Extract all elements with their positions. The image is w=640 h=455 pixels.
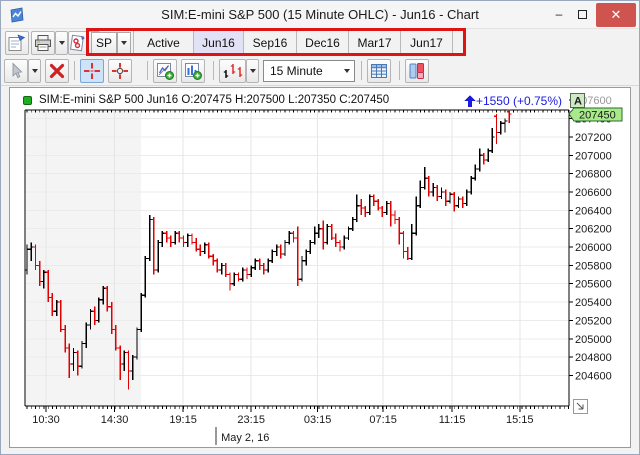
maximize-icon [577, 10, 587, 19]
print-button[interactable] [31, 31, 55, 55]
tab-active[interactable]: Active [133, 31, 194, 56]
add-bars-button[interactable] [181, 59, 205, 83]
price-plot[interactable]: 2076002074002072002070002068002066002064… [10, 88, 630, 447]
print-icon [35, 35, 51, 51]
y-axis-label: 205000 [575, 334, 612, 346]
bar-style-button[interactable] [219, 59, 246, 83]
pointer-tool-dropdown[interactable] [28, 59, 41, 83]
separator [399, 61, 400, 80]
chartbook-button[interactable] [68, 31, 88, 55]
chevron-down-icon [344, 69, 350, 73]
y-axis-label: 206000 [575, 242, 612, 254]
chevron-down-icon [121, 41, 127, 45]
print-options-dropdown[interactable] [55, 31, 68, 55]
symbol-dropdown[interactable] [117, 32, 131, 54]
pointer-tool-button[interactable] [4, 59, 28, 83]
main-toolbar: SP Active Jun16 Sep16 Dec16 Mar17 Jun17 [1, 28, 639, 57]
timeframe-combobox[interactable]: 15 Minute [263, 60, 355, 82]
chevron-down-icon [249, 69, 256, 73]
resize-arrow-icon [576, 402, 584, 410]
separator [147, 61, 148, 80]
circle-crosshair-icon [112, 63, 128, 79]
y-axis-label: 206800 [575, 169, 612, 181]
y-axis-label: 206200 [575, 224, 612, 236]
table-view-button[interactable] [367, 59, 391, 83]
circle-crosshair-tool-button[interactable] [108, 59, 132, 83]
minimize-button[interactable]: – [555, 7, 563, 21]
delete-icon [49, 63, 65, 79]
separator [213, 61, 214, 80]
series-marker-icon [23, 95, 32, 105]
contract-tabstrip: Active Jun16 Sep16 Dec16 Mar17 Jun17 [133, 31, 453, 56]
last-price-value: 207450 [579, 110, 616, 122]
x-axis-label: 03:15 [304, 414, 332, 426]
y-axis-label: 205800 [575, 260, 612, 272]
open-chart-button[interactable] [153, 59, 177, 83]
date-label: May 2, 16 [221, 432, 269, 444]
change-text: +1550 (+0.75%) [476, 94, 562, 108]
symbol-button[interactable]: SP [91, 32, 117, 54]
chart-settings-button[interactable] [5, 31, 29, 55]
legend-text: SIM:E-mini S&P 500 Jun16 O:207475 H:2075… [39, 94, 390, 106]
open-chart-icon [157, 63, 174, 80]
ohlc-style-icon [223, 64, 242, 78]
chart-region[interactable]: SIM:E-mini S&P 500 Jun16 O:207475 H:2075… [9, 87, 631, 448]
x-axis-label: 11:15 [439, 414, 466, 426]
app-icon [10, 7, 24, 23]
chart-legend: SIM:E-mini S&P 500 Jun16 O:207475 H:2075… [23, 92, 389, 108]
close-button[interactable]: ✕ [596, 3, 636, 27]
separator [74, 61, 75, 80]
chartbook-icon [70, 34, 85, 52]
y-axis-label: 206600 [575, 187, 612, 199]
y-axis-label: 207200 [575, 132, 612, 144]
tab-jun16[interactable]: Jun16 [194, 31, 244, 56]
y-axis-label: 204600 [575, 370, 612, 382]
timeframe-value: 15 Minute [270, 64, 323, 78]
y-axis-label: 206400 [575, 205, 612, 217]
y-axis-label: 205400 [575, 297, 612, 309]
window-title: SIM:E-mini S&P 500 (15 Minute OHLC) - Ju… [161, 7, 479, 22]
last-price-bubble [568, 107, 623, 122]
tab-mar17[interactable]: Mar17 [349, 31, 401, 56]
crosshair-icon [84, 63, 100, 79]
chart-toolbar: 15 Minute [1, 57, 639, 86]
table-icon [371, 64, 387, 78]
chevron-down-icon [31, 69, 38, 73]
y-axis-label: 204800 [575, 352, 612, 364]
y-axis-label: 205200 [575, 315, 612, 327]
volume-profile-button[interactable] [405, 59, 429, 83]
y-axis-label: 207000 [575, 150, 612, 162]
add-bars-icon [185, 63, 202, 80]
up-arrow-icon [464, 95, 476, 107]
x-axis-label: 15:15 [506, 414, 534, 426]
x-axis-label: 10:30 [32, 414, 60, 426]
bar-style-dropdown[interactable] [246, 59, 259, 83]
maximize-button[interactable] [572, 5, 592, 25]
delete-button[interactable] [45, 59, 69, 83]
pointer-icon [12, 62, 23, 79]
crosshair-tool-button[interactable] [80, 59, 104, 83]
y-axis-label: 205600 [575, 279, 612, 291]
x-axis-label: 14:30 [101, 414, 129, 426]
tab-jun17[interactable]: Jun17 [401, 31, 453, 56]
auto-scale-label: A [574, 96, 582, 108]
x-axis-label: 07:15 [369, 414, 397, 426]
chevron-down-icon [58, 41, 65, 45]
chart-settings-icon [8, 34, 26, 51]
title-bar[interactable]: SIM:E-mini S&P 500 (15 Minute OHLC) - Ju… [1, 1, 639, 29]
tab-sep16[interactable]: Sep16 [244, 31, 297, 56]
x-axis-label: 23:15 [237, 414, 265, 426]
separator [361, 61, 362, 80]
tab-dec16[interactable]: Dec16 [297, 31, 349, 56]
x-axis-label: 19:15 [169, 414, 197, 426]
volume-profile-icon [409, 63, 424, 79]
